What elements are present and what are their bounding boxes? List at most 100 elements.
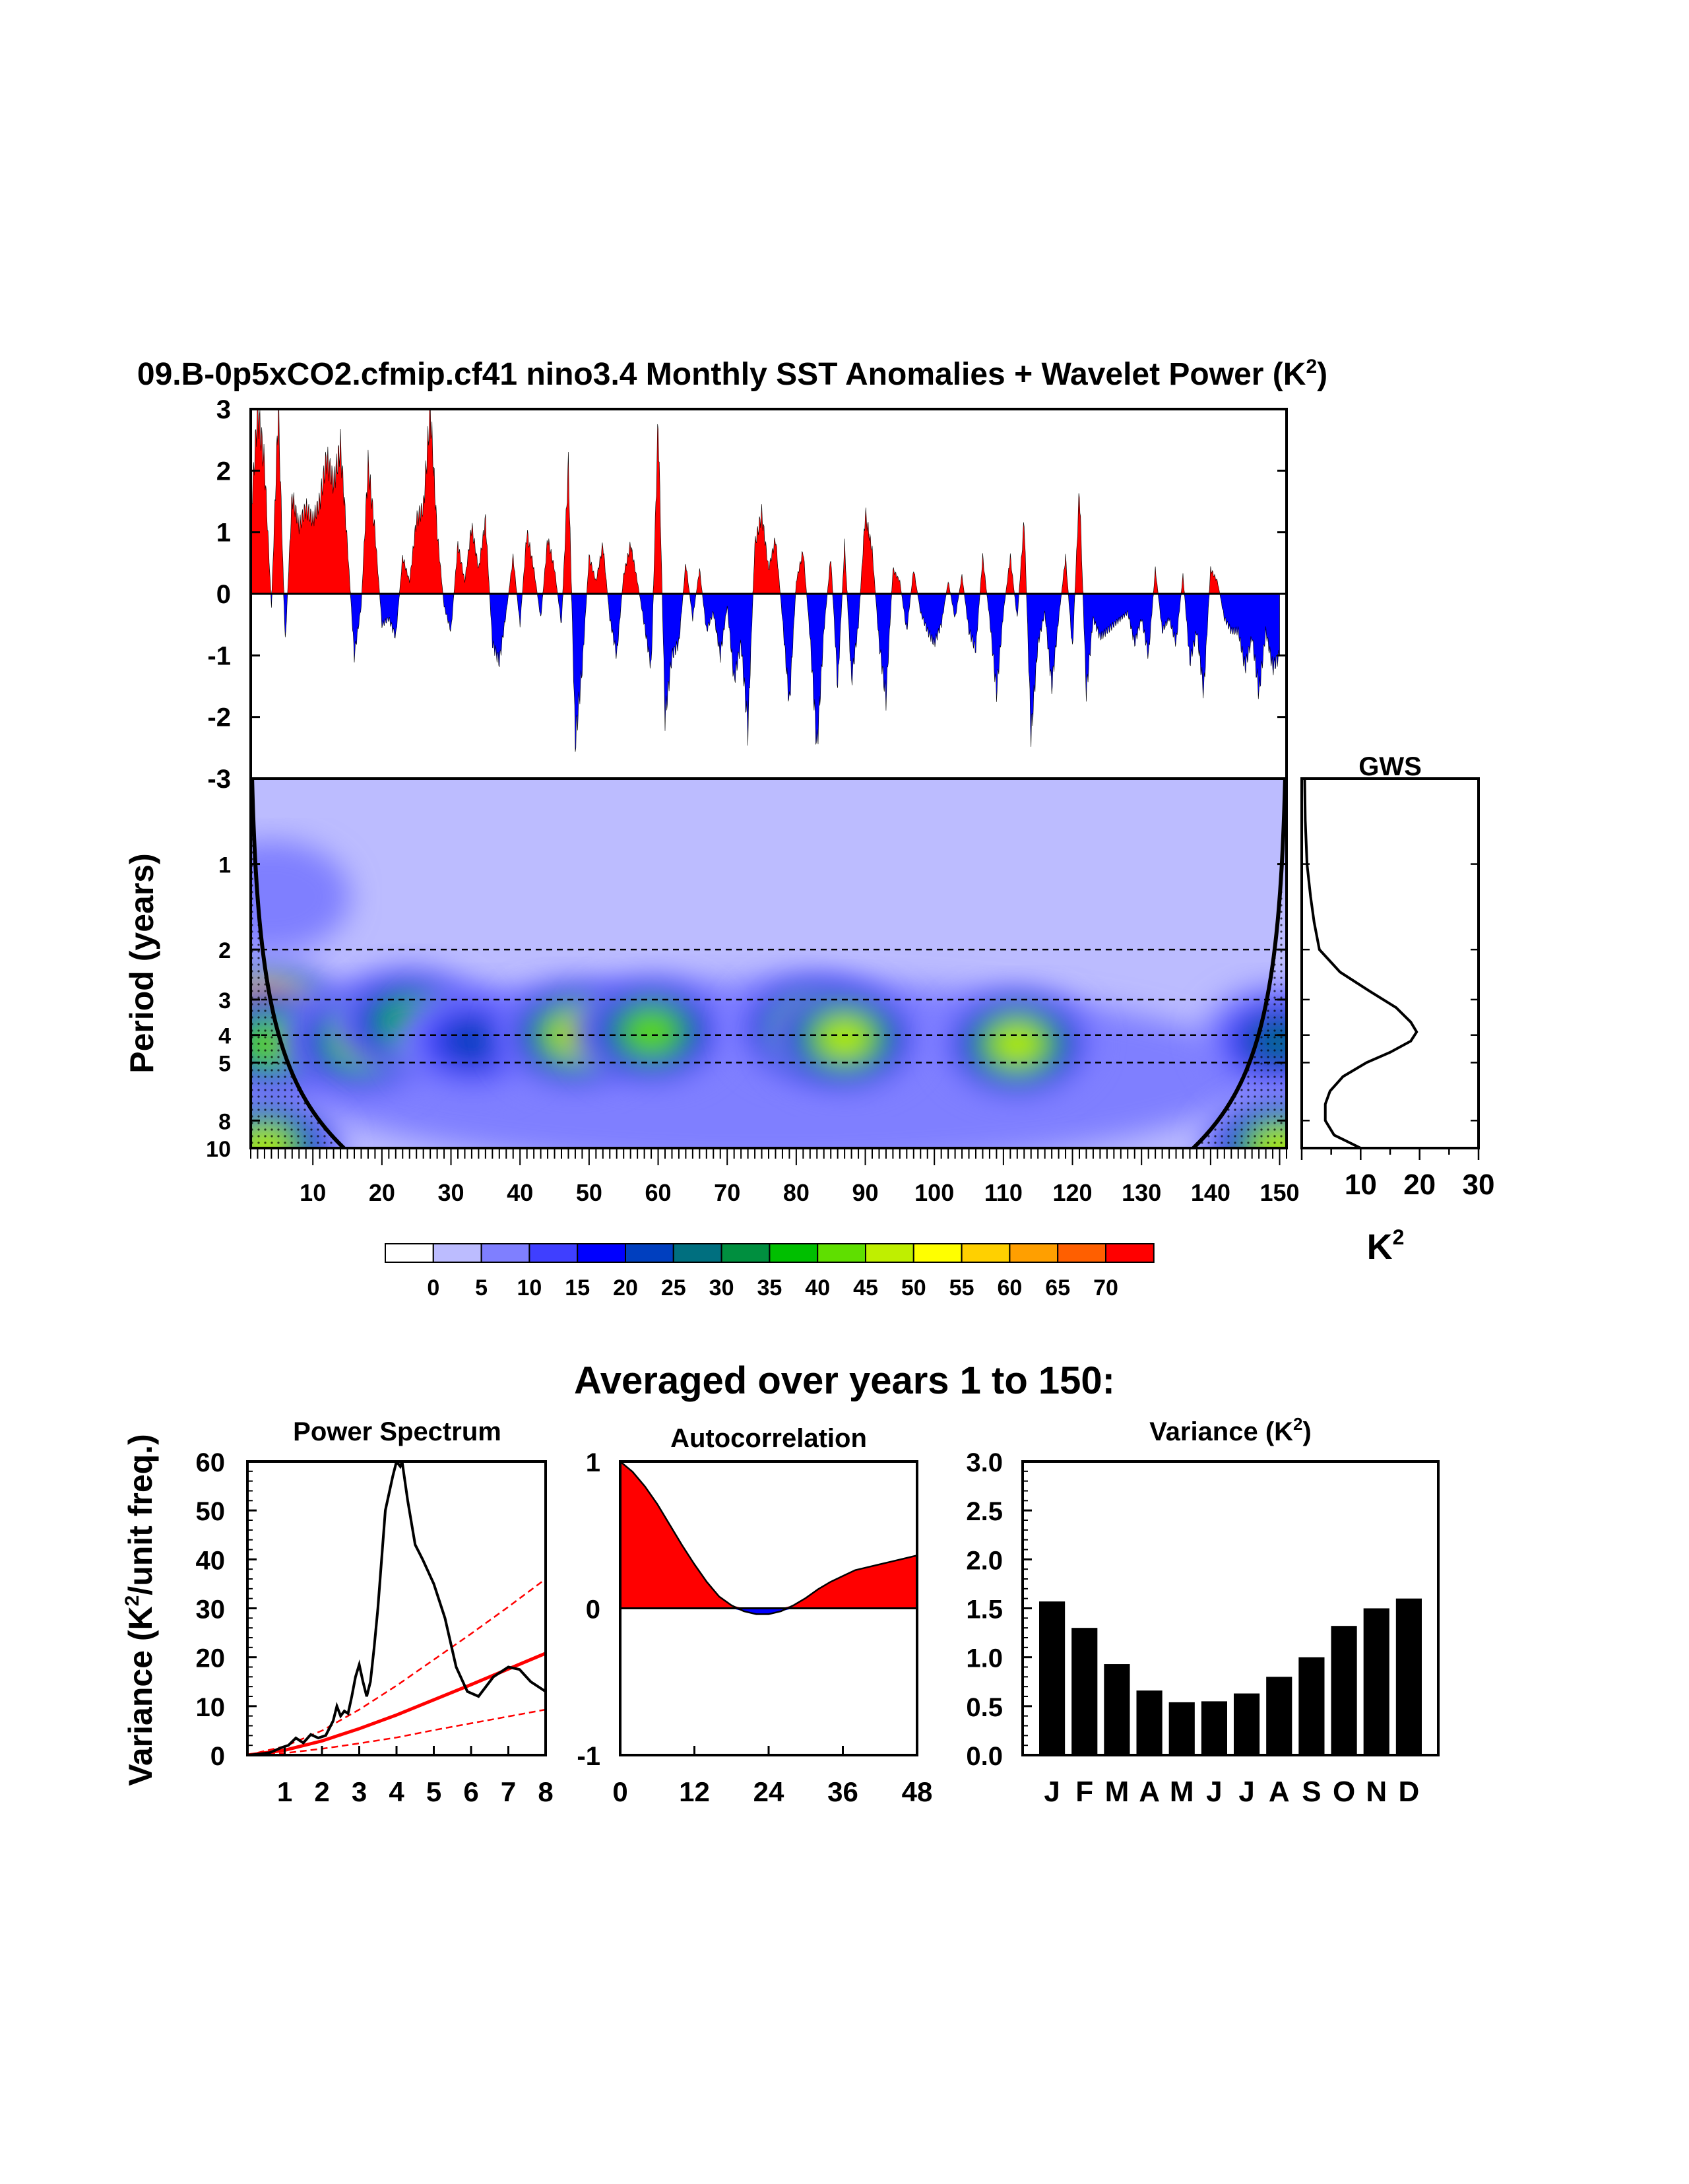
anomaly-y-axis: 3 2 1 0 -1 -2 -3 [207, 395, 1287, 794]
var-y-label: 2.0 [966, 1546, 1003, 1575]
month-label: A [1139, 1776, 1160, 1808]
ac-y-label: 1 [586, 1448, 600, 1477]
colorbar-label: 30 [709, 1275, 734, 1301]
gws-line [1303, 778, 1418, 1149]
ps-ylabel-a: Variance (K [122, 1606, 159, 1785]
ps-ylabel-sup: 2 [121, 1595, 143, 1607]
colorbar-label: 70 [1093, 1275, 1118, 1301]
colorbar-box [385, 1243, 434, 1263]
colorbar-label: 60 [997, 1275, 1022, 1301]
autocorrelation-panel [620, 1461, 917, 1615]
var-title-close: ) [1303, 1417, 1312, 1446]
ps-x-label: 4 [389, 1776, 404, 1807]
month-label: J [1044, 1776, 1060, 1808]
main-title: 09.B-0p5xCO2.cfmip.cf41 nino3.4 Monthly … [137, 356, 1327, 392]
year-tick-label: 50 [576, 1179, 602, 1206]
gws-curve [1303, 778, 1418, 1149]
colorbar-label: 5 [475, 1275, 488, 1301]
ac-x-label: 0 [612, 1776, 627, 1807]
y-tick-label: 0 [216, 580, 231, 609]
colorbar-label: 20 [613, 1275, 638, 1301]
ps-y-label: 60 [196, 1448, 226, 1477]
colorbar-label: 0 [427, 1275, 439, 1301]
period-tick-label: 5 [218, 1051, 231, 1076]
month-label: M [1170, 1776, 1194, 1808]
colorbar-label: 40 [805, 1275, 830, 1301]
colorbar-box [528, 1243, 579, 1263]
ac-negative-area [620, 1608, 917, 1615]
year-tick-label: 80 [783, 1179, 810, 1206]
variance-bar [1395, 1598, 1422, 1755]
spectrum-line [247, 1461, 546, 1755]
blob-core [251, 879, 294, 914]
gws-title: GWS [1358, 752, 1422, 781]
month-label: S [1302, 1776, 1321, 1808]
month-label: D [1399, 1776, 1420, 1808]
var-title: Variance (K2) [1149, 1414, 1312, 1446]
ps-axes: 0 10 20 30 40 50 60 1 2 3 4 5 6 7 8 [196, 1448, 554, 1807]
variance-bar [1168, 1702, 1195, 1755]
power-spectrum-panel [247, 1461, 546, 1755]
variance-bar [1071, 1628, 1098, 1755]
var-y-label: 0.5 [966, 1693, 1003, 1722]
ac-x-label: 48 [902, 1776, 933, 1807]
colorbar-label: 25 [661, 1275, 686, 1301]
ac-line [620, 1461, 917, 1615]
gws-unit-sup: 2 [1393, 1225, 1405, 1249]
variance-bar [1136, 1690, 1163, 1755]
y-tick-label: -2 [207, 703, 231, 732]
var-y-label: 0.0 [966, 1742, 1003, 1771]
blob-core [629, 1014, 674, 1049]
var-y-label: 1.0 [966, 1644, 1003, 1673]
ps-y-label: 50 [196, 1497, 226, 1526]
year-tick-label: 110 [984, 1179, 1023, 1206]
year-tick-label: 140 [1191, 1179, 1230, 1206]
ac-y-label: 0 [586, 1595, 600, 1624]
colorbar-box [817, 1243, 866, 1263]
colorbar-box [865, 1243, 914, 1263]
blob-core [449, 1023, 494, 1058]
coi-hatch-right [1193, 779, 1287, 1148]
colorbar-label: 50 [901, 1275, 926, 1301]
var-y-label: 3.0 [966, 1448, 1003, 1477]
gws-unit: K2 [1367, 1225, 1405, 1267]
ps-x-label: 1 [277, 1776, 292, 1807]
positive-anomaly-area [251, 409, 1280, 594]
gws-tick-label: 20 [1403, 1169, 1436, 1201]
var-y-label: 1.5 [966, 1595, 1003, 1624]
blob-core [994, 1027, 1040, 1062]
ac-x-label: 12 [679, 1776, 710, 1807]
period-tick-label: 10 [206, 1137, 231, 1162]
colorbar-label: 65 [1045, 1275, 1070, 1301]
month-label: F [1075, 1776, 1093, 1808]
main-title-text: 09.B-0p5xCO2.cfmip.cf41 nino3.4 Monthly … [137, 357, 1306, 392]
ci-upper-line [247, 1578, 546, 1755]
y-tick-label: 3 [216, 395, 231, 424]
ps-ylabel: Variance (K2/unit freq.) [121, 1434, 159, 1785]
var-title-text: Variance (K [1149, 1417, 1293, 1446]
power-blob [251, 840, 351, 953]
variance-bar [1039, 1601, 1066, 1755]
ac-positive-area [620, 1461, 917, 1609]
colorbar-label: 55 [949, 1275, 974, 1301]
colorbar-label: 10 [517, 1275, 542, 1301]
variance-bar [1363, 1608, 1389, 1755]
ac-x-label: 24 [753, 1776, 784, 1807]
ac-axes: 1 0 -1 0 12 24 36 48 [577, 1448, 932, 1807]
colorbar-label: 15 [565, 1275, 590, 1301]
var-title-sup: 2 [1293, 1414, 1302, 1434]
ci-lower-line [247, 1708, 546, 1755]
year-tick-label: 70 [714, 1179, 740, 1206]
variance-bar [1298, 1657, 1325, 1755]
y-tick-label: 2 [216, 457, 231, 486]
period-tick-label: 1 [218, 853, 231, 878]
colorbar-box [480, 1243, 530, 1263]
colorbar-box [720, 1243, 771, 1263]
ps-x-label: 6 [463, 1776, 478, 1807]
period-tick-label: 4 [218, 1024, 231, 1049]
period-tick-label: 3 [218, 988, 231, 1013]
ac-title: Autocorrelation [670, 1424, 867, 1453]
colorbar-box [625, 1243, 674, 1263]
ps-title: Power Spectrum [293, 1417, 501, 1446]
